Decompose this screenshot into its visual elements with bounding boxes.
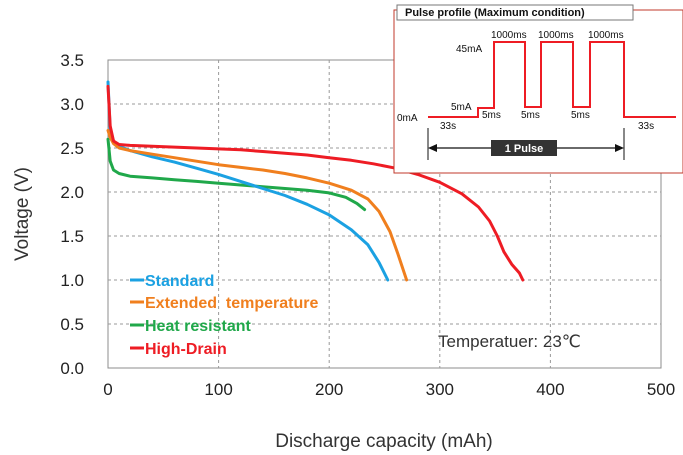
time-label-33s-start: 33s bbox=[440, 121, 456, 132]
legend-label-heat-resistant: Heat resistant bbox=[145, 318, 251, 335]
series-line-heat-resistant bbox=[106, 137, 367, 212]
legend-label-extended-temperature: Extended temperature bbox=[145, 295, 318, 312]
x-tick-labels: 0 100 200 300 400 500 bbox=[103, 380, 675, 399]
y-axis-title: Voltage (V) bbox=[12, 167, 33, 261]
x-tick-label: 400 bbox=[536, 380, 564, 399]
y-tick-label: 1.0 bbox=[60, 271, 84, 290]
x-tick-label: 200 bbox=[315, 380, 343, 399]
pulse-profile-inset: Pulse profile (Maximum condition) 1 Puls… bbox=[393, 4, 683, 174]
y-tick-label: 0.0 bbox=[60, 359, 84, 378]
y-tick-label: 3.5 bbox=[60, 51, 84, 70]
series-line-extended-temperature bbox=[106, 128, 409, 282]
grid-lines bbox=[108, 60, 661, 368]
temperature-annotation: Temperatuer: 23℃ bbox=[438, 332, 581, 351]
legend-label-high-drain: High-Drain bbox=[145, 341, 227, 358]
level-label-45ma: 45mA bbox=[456, 44, 482, 55]
x-tick-label: 300 bbox=[426, 380, 454, 399]
y-tick-label: 3.0 bbox=[60, 95, 84, 114]
y-tick-label: 2.0 bbox=[60, 183, 84, 202]
time-label-5ms-3: 5ms bbox=[571, 110, 590, 121]
y-tick-label: 0.5 bbox=[60, 315, 84, 334]
pulse-label-box bbox=[491, 140, 557, 156]
y-tick-label: 2.5 bbox=[60, 139, 84, 158]
time-label-5ms-2: 5ms bbox=[521, 110, 540, 121]
legend-label-standard: Standard bbox=[145, 273, 214, 290]
level-label-5ma: 5mA bbox=[451, 102, 472, 113]
time-label-33s-end: 33s bbox=[638, 121, 654, 132]
series-line-high-drain bbox=[106, 84, 525, 282]
series-lines bbox=[106, 80, 525, 282]
time-label-1000ms-1: 1000ms bbox=[491, 30, 527, 41]
x-axis-title: Discharge capacity (mAh) bbox=[275, 431, 493, 452]
y-tick-label: 1.5 bbox=[60, 227, 84, 246]
pulse-waveform bbox=[428, 41, 676, 118]
y-tick-labels: 0.0 0.5 1.0 1.5 2.0 2.5 3.0 3.5 bbox=[60, 51, 84, 378]
x-tick-label: 100 bbox=[204, 380, 232, 399]
time-label-1000ms-3: 1000ms bbox=[588, 30, 624, 41]
x-tick-label: 0 bbox=[103, 380, 112, 399]
arrow-head-left bbox=[428, 144, 437, 152]
arrow-head-right bbox=[615, 144, 624, 152]
x-tick-label: 500 bbox=[647, 380, 675, 399]
time-label-1000ms-2: 1000ms bbox=[538, 30, 574, 41]
time-label-5ms-1: 5ms bbox=[482, 110, 501, 121]
pulse-label: 1 Pulse bbox=[505, 143, 544, 155]
level-label-0ma: 0mA bbox=[397, 113, 418, 124]
inset-title: Pulse profile (Maximum condition) bbox=[405, 7, 585, 19]
legend: Standard Extended temperature Heat resis… bbox=[130, 273, 318, 358]
inset-title-box bbox=[396, 4, 634, 21]
